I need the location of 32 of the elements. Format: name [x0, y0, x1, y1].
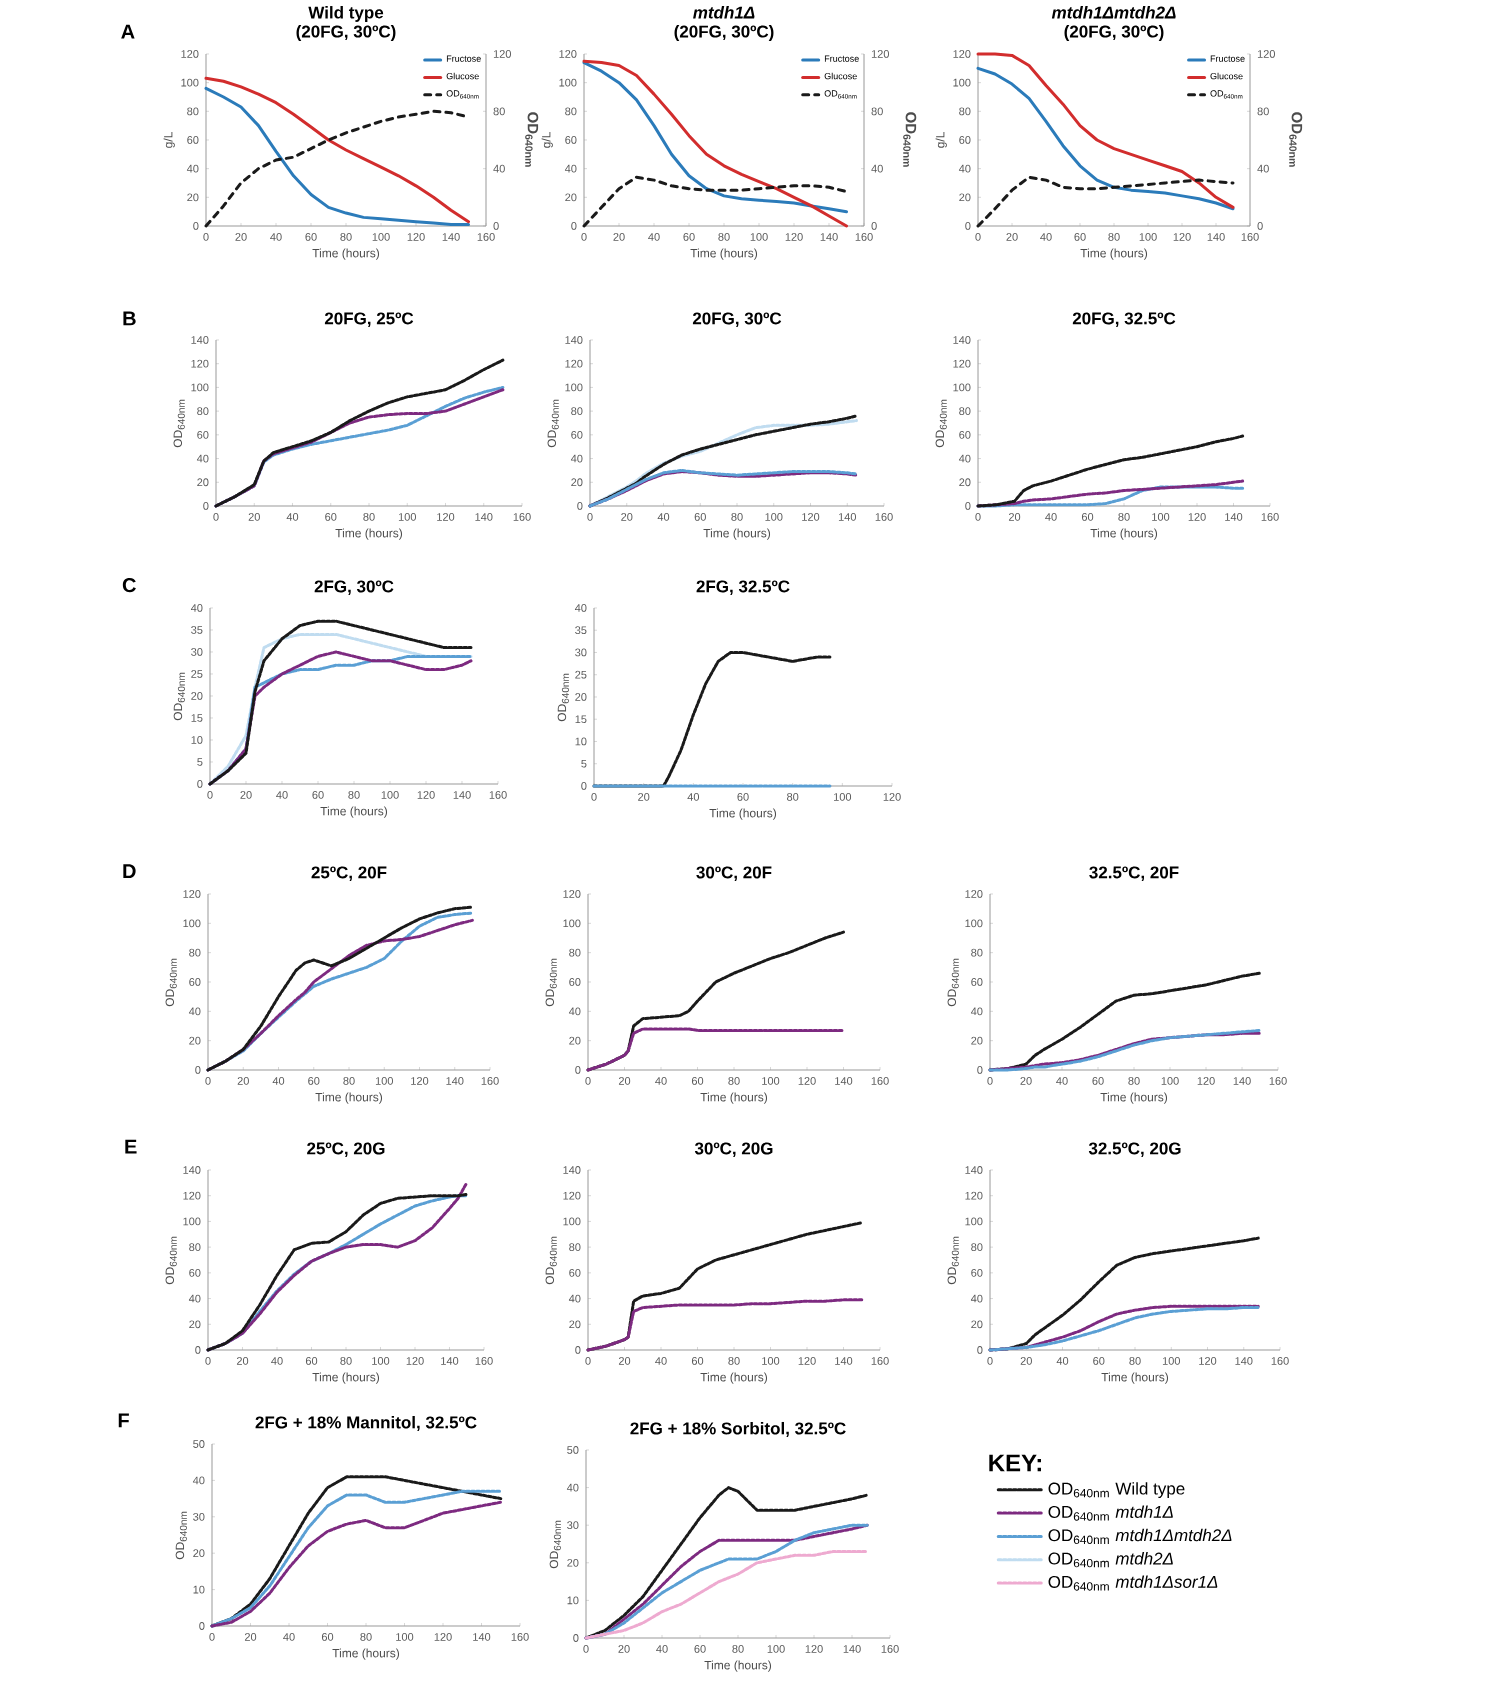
chart-title: 2FG + 18% Sorbitol, 32.5ºC	[630, 1421, 846, 1437]
text: E	[125, 1139, 137, 1154]
chart-subtitle: (20FG, 30ºC)	[296, 25, 396, 41]
chart-title: mtdh1Δ	[693, 6, 755, 19]
chart-title: mtdh1Δmtdh2Δ	[1051, 6, 1176, 19]
chart-title: Wild type	[308, 6, 384, 22]
chart-subtitle: (20FG, 30ºC)	[1064, 25, 1164, 41]
text: D	[123, 864, 136, 878]
line-series	[204, 109, 471, 228]
chart-title: 20FG, 25ºC	[324, 312, 414, 327]
chart-subtitle: (20FG, 30ºC)	[674, 25, 774, 41]
chart-title: 30ºC, 20G	[694, 1142, 773, 1157]
chart-title: 2FG, 30ºC	[314, 580, 394, 595]
chart-title: 2FG + 18% Mannitol, 32.5ºC	[255, 1415, 477, 1431]
legend-label: OD$_{640nm}$ mtdh2Δ	[1048, 1552, 1173, 1568]
legend-label: OD$_{640nm}$ Wild type	[1048, 1482, 1185, 1498]
chart-title: 30ºC, 20F	[696, 866, 772, 881]
chart-title: 20FG, 32.5ºC	[1072, 312, 1176, 327]
legend-label: OD$_{640nm}$ mtdh1Δ	[1048, 1505, 1173, 1521]
text: A	[121, 24, 135, 39]
chart-title: 20FG, 30ºC	[692, 312, 782, 327]
chart-title: 32.5ºC, 20F	[1089, 866, 1179, 881]
text: F	[118, 1413, 129, 1428]
legend-label: OD$_{640nm}$ mtdh1Δmtdh2Δ	[1048, 1528, 1232, 1545]
text: B	[123, 311, 136, 326]
chart-title: 2FG, 32.5ºC	[696, 580, 790, 595]
chart-title: 25ºC, 20F	[311, 866, 387, 881]
chart-title: 25ºC, 20G	[307, 1142, 385, 1157]
chart-title: 32.5ºC, 20G	[1088, 1142, 1181, 1157]
legend-title: KEY:	[989, 1454, 1041, 1472]
legend-label: OD$_{640nm}$ mtdh1Δsor1Δ	[1048, 1575, 1218, 1591]
text: C	[122, 578, 136, 593]
